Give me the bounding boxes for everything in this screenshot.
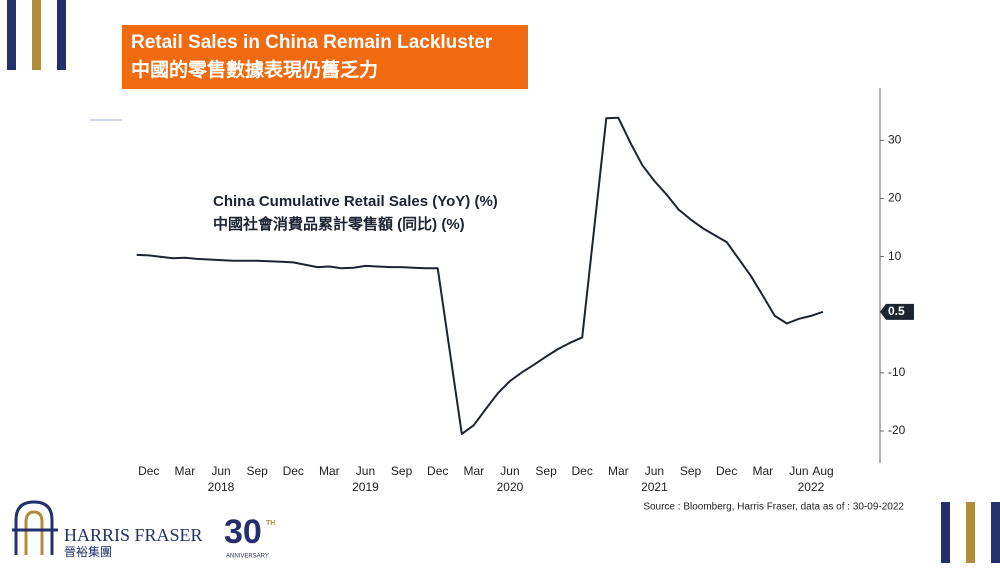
x-tick-label: Sep — [680, 464, 702, 478]
x-tick-label: Mar — [608, 464, 629, 478]
x-tick-label: Dec — [572, 464, 593, 478]
logo-tagline: ANNIVERSARY — [226, 554, 269, 560]
x-tick-label: Sep — [246, 464, 268, 478]
x-tick-label: Dec — [716, 464, 737, 478]
x-tick-label: Sep — [391, 464, 413, 478]
x-tick-label: Mar — [752, 464, 773, 478]
slide-title: Retail Sales in China Remain Lackluster — [131, 32, 493, 53]
x-tick-label: Dec — [283, 464, 304, 478]
x-year-label: 2020 — [497, 480, 524, 494]
x-tick-label: Dec — [138, 464, 159, 478]
x-tick-label: Jun — [500, 464, 519, 478]
deco-bar — [966, 502, 975, 563]
logo-number: 30 — [224, 513, 262, 551]
y-tick-label: 10 — [888, 249, 902, 263]
deco-bar — [7, 0, 16, 70]
x-tick-label: Jun — [211, 464, 230, 478]
value-label: 0.5 — [888, 304, 905, 318]
x-year-label: 2018 — [208, 480, 235, 494]
y-tick-label: 20 — [888, 191, 902, 205]
deco-bar — [32, 0, 41, 70]
x-tick-label: Sep — [535, 464, 557, 478]
logo-mark — [14, 500, 54, 555]
logo-mark — [24, 510, 44, 555]
x-tick-label: Mar — [175, 464, 196, 478]
y-tick-label: 30 — [888, 132, 902, 146]
x-tick-label: Mar — [464, 464, 485, 478]
logo-name: HARRIS FRASER — [64, 525, 203, 545]
x-tick-label: Mar — [319, 464, 340, 478]
deco-bar — [941, 502, 950, 563]
slide-subtitle: 中國的零售數據表現仍舊乏力 — [131, 58, 378, 81]
deco-bar — [991, 502, 1000, 563]
logo-suffix: TH — [266, 520, 275, 527]
logo-chinese: 晉裕集團 — [64, 544, 112, 559]
x-tick-label: Jun — [789, 464, 808, 478]
title-box — [122, 25, 528, 89]
y-tick-label: -20 — [888, 423, 906, 437]
x-tick-label: Dec — [427, 464, 448, 478]
chart-title: China Cumulative Retail Sales (YoY) (%) — [213, 193, 498, 210]
x-tick-label: Jun — [645, 464, 664, 478]
chart-subtitle: 中國社會消費品累計零售額 (同比) (%) — [213, 215, 465, 233]
data-line — [136, 116, 824, 435]
x-tick-label: Aug — [812, 464, 833, 478]
value-tag — [880, 303, 914, 320]
x-year-label: 2019 — [352, 480, 379, 494]
deco-bar — [57, 0, 66, 70]
logo: HARRIS FRASER 晉裕集團 30 TH ANNIVERSARY — [12, 500, 275, 560]
y-tick-label: -10 — [888, 365, 906, 379]
x-tick-label: Jun — [356, 464, 375, 478]
source: Source : Bloomberg, Harris Fraser, data … — [643, 502, 904, 513]
x-year-label: 2022 — [798, 480, 825, 494]
x-year-label: 2021 — [641, 480, 668, 494]
